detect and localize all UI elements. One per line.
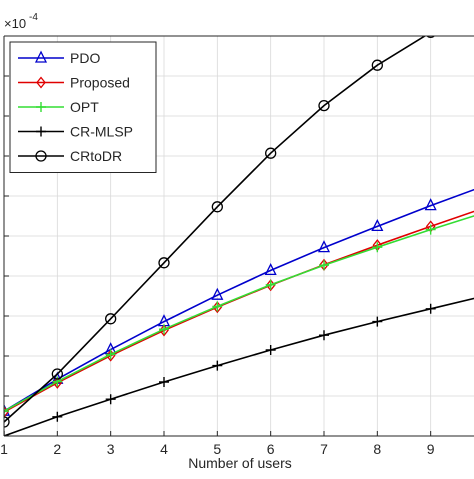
- series-layer: [4, 36, 474, 436]
- data-point: [212, 301, 223, 312]
- legend-label: PDO: [70, 50, 100, 66]
- data-point: [372, 316, 383, 327]
- x-axis-label: Number of users: [188, 455, 291, 471]
- data-point: [52, 376, 63, 387]
- data-point: [105, 394, 116, 405]
- x-tick-label: 7: [320, 441, 328, 457]
- data-point: [211, 287, 224, 300]
- data-point: [426, 36, 436, 39]
- legend-marker: [36, 126, 46, 137]
- data-point: [371, 218, 384, 232]
- legend-label: OPT: [70, 99, 99, 115]
- series-crtodr: [4, 36, 436, 428]
- y-exponent-base: ×10: [4, 16, 26, 31]
- legend-item: OPT: [18, 99, 99, 115]
- data-point: [319, 260, 329, 271]
- data-point: [425, 303, 436, 314]
- axes: 1 2 3 4 5 6 7 8 9: [0, 35, 474, 457]
- x-tick-label: 9: [427, 441, 435, 457]
- data-point: [158, 257, 170, 269]
- data-point: [371, 59, 383, 71]
- legend-marker: [36, 76, 46, 89]
- series-line: [4, 297, 474, 436]
- x-tick-label: 5: [213, 441, 221, 457]
- data-point: [52, 411, 63, 422]
- legend-marker: [34, 50, 48, 63]
- legend-item: CR-MLSP: [18, 124, 133, 140]
- data-point: [317, 240, 331, 253]
- legend-label: Proposed: [70, 75, 130, 91]
- x-tick-label: 6: [267, 441, 275, 457]
- data-point: [51, 368, 63, 380]
- series-opt: [4, 215, 474, 417]
- legend-marker: [36, 102, 46, 112]
- series-cr-mlsp: [4, 297, 474, 436]
- data-point: [265, 147, 277, 159]
- data-point: [4, 406, 9, 417]
- x-tick-label: 3: [107, 441, 115, 457]
- data-point: [105, 313, 117, 325]
- legend-label: CR-MLSP: [70, 124, 133, 140]
- x-tick-label: 4: [160, 441, 168, 457]
- data-point: [264, 262, 277, 276]
- data-point: [319, 330, 329, 341]
- data-point: [318, 99, 330, 112]
- legend-marker: [35, 150, 47, 162]
- data-point: [372, 242, 383, 253]
- data-point: [265, 279, 276, 290]
- x-tick-label: 1: [0, 441, 8, 457]
- legend: PDO Proposed OPT CR-MLSP CRtoDR: [9, 41, 157, 173]
- data-point: [159, 324, 169, 335]
- series-line: [4, 188, 474, 412]
- data-point: [425, 224, 436, 235]
- data-point: [265, 345, 276, 355]
- data-point: [211, 201, 223, 213]
- legend-item: PDO: [18, 50, 100, 66]
- legend-item: Proposed: [18, 75, 130, 91]
- legend-label: CRtoDR: [70, 148, 122, 164]
- y-exponent-power: -4: [29, 12, 38, 23]
- data-point: [105, 349, 116, 360]
- x-tick-label: 2: [53, 441, 61, 457]
- x-tick-label: 8: [373, 441, 381, 457]
- data-point: [159, 377, 169, 387]
- data-point: [424, 198, 437, 211]
- data-point: [212, 360, 223, 371]
- data-point: [4, 416, 10, 428]
- legend-item: CRtoDR: [18, 148, 122, 164]
- series-line: [4, 215, 474, 412]
- series-line: [4, 36, 427, 423]
